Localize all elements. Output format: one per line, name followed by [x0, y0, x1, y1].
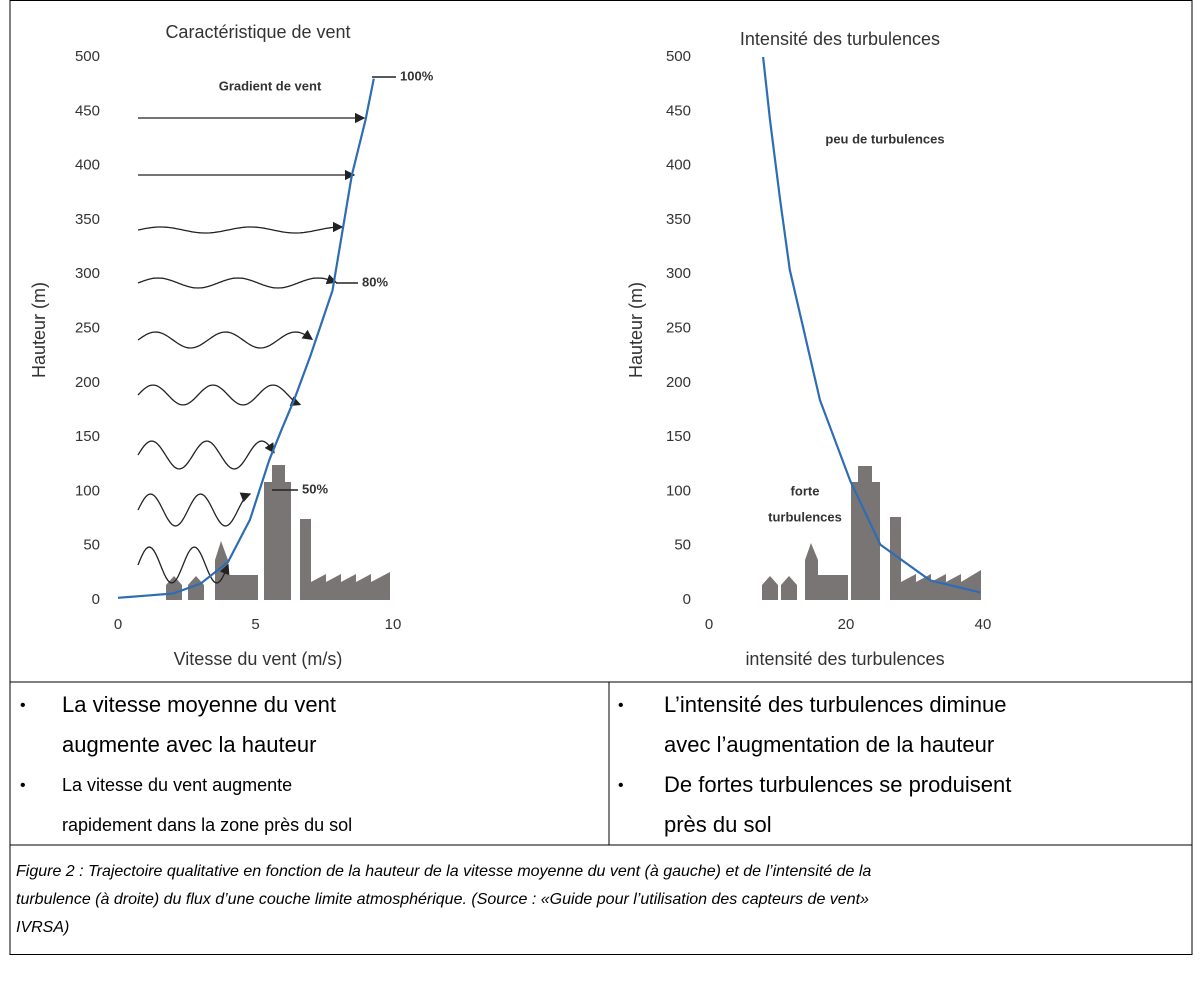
- wind-arrow: [137, 546, 230, 584]
- annotation: turbulences: [768, 509, 842, 524]
- annotation: 100%: [400, 68, 434, 83]
- x-tick-label: 0: [114, 616, 122, 633]
- bullet-dot: •: [20, 777, 26, 794]
- curve: [117, 78, 375, 599]
- table-borders: [9, 0, 1193, 955]
- y-tick-label: 50: [674, 537, 691, 554]
- y-tick-label: 300: [75, 265, 100, 282]
- bullet-dot: •: [20, 697, 26, 714]
- y-tick-label: 300: [666, 265, 691, 282]
- caption-line: Figure 2 : Trajectoire qualitative en fo…: [16, 863, 871, 880]
- wind-arrow: [137, 384, 302, 406]
- x-axis-label: intensité des turbulences: [745, 649, 944, 669]
- y-tick-label: 350: [666, 211, 691, 228]
- y-tick-label: 500: [666, 48, 691, 65]
- x-tick-label: 40: [975, 616, 992, 633]
- y-tick-label: 100: [75, 482, 100, 499]
- leader-lines: [272, 76, 396, 491]
- bullet-text: augmente avec la hauteur: [62, 732, 316, 757]
- x-tick-label: 0: [705, 616, 713, 633]
- buildings-left: [166, 465, 390, 600]
- annotation: 50%: [302, 481, 328, 496]
- bullet-text: avec l’augmentation de la hauteur: [664, 732, 994, 757]
- annotation: peu de turbulences: [825, 131, 944, 146]
- x-tick-label: 5: [251, 616, 259, 633]
- x-tick-label: 20: [838, 616, 855, 633]
- bullet-dot: •: [618, 777, 624, 794]
- bullet-text: près du sol: [664, 812, 772, 837]
- bullet-text: La vitesse moyenne du vent: [62, 692, 336, 717]
- chart-title: Caractéristique de vent: [165, 22, 350, 42]
- y-tick-label: 0: [683, 591, 691, 608]
- x-axis-label: Vitesse du vent (m/s): [174, 649, 343, 669]
- y-tick-label: 200: [666, 374, 691, 391]
- bullet-dot: •: [618, 697, 624, 714]
- y-tick-label: 400: [666, 157, 691, 174]
- wind-arrow: [137, 440, 275, 470]
- wind-arrow: [137, 492, 252, 527]
- y-tick-label: 450: [75, 102, 100, 119]
- bullet-text: L’intensité des turbulences diminue: [664, 692, 1006, 717]
- y-tick-label: 0: [92, 591, 100, 608]
- bullet-text: De fortes turbulences se produisent: [664, 772, 1011, 797]
- wind-arrow: [137, 329, 314, 349]
- y-tick-label: 150: [75, 428, 100, 445]
- caption-line: turbulence (à droite) du flux d’une couc…: [16, 891, 869, 908]
- y-tick-label: 100: [666, 482, 691, 499]
- y-tick-label: 150: [666, 428, 691, 445]
- bullet-text: La vitesse du vent augmente: [62, 775, 292, 795]
- y-tick-label: 350: [75, 211, 100, 228]
- y-tick-label: 500: [75, 48, 100, 65]
- y-axis-label: Hauteur (m): [29, 282, 49, 378]
- wind-arrow: [137, 221, 344, 234]
- y-tick-label: 250: [75, 319, 100, 336]
- caption-line: IVRSA): [16, 919, 69, 936]
- annotation: 80%: [362, 274, 388, 289]
- curve: [762, 56, 981, 594]
- y-tick-label: 50: [83, 537, 100, 554]
- wind-arrow: [137, 274, 338, 289]
- y-tick-label: 400: [75, 157, 100, 174]
- y-tick-label: 200: [75, 374, 100, 391]
- y-tick-label: 450: [666, 102, 691, 119]
- y-axis-label: Hauteur (m): [626, 282, 646, 378]
- bullet-text: rapidement dans la zone près du sol: [62, 815, 352, 835]
- annotation: forte: [791, 483, 820, 498]
- x-tick-label: 10: [385, 616, 402, 633]
- annotation: Gradient de vent: [219, 78, 322, 93]
- y-tick-label: 250: [666, 319, 691, 336]
- chart-title: Intensité des turbulences: [740, 29, 940, 49]
